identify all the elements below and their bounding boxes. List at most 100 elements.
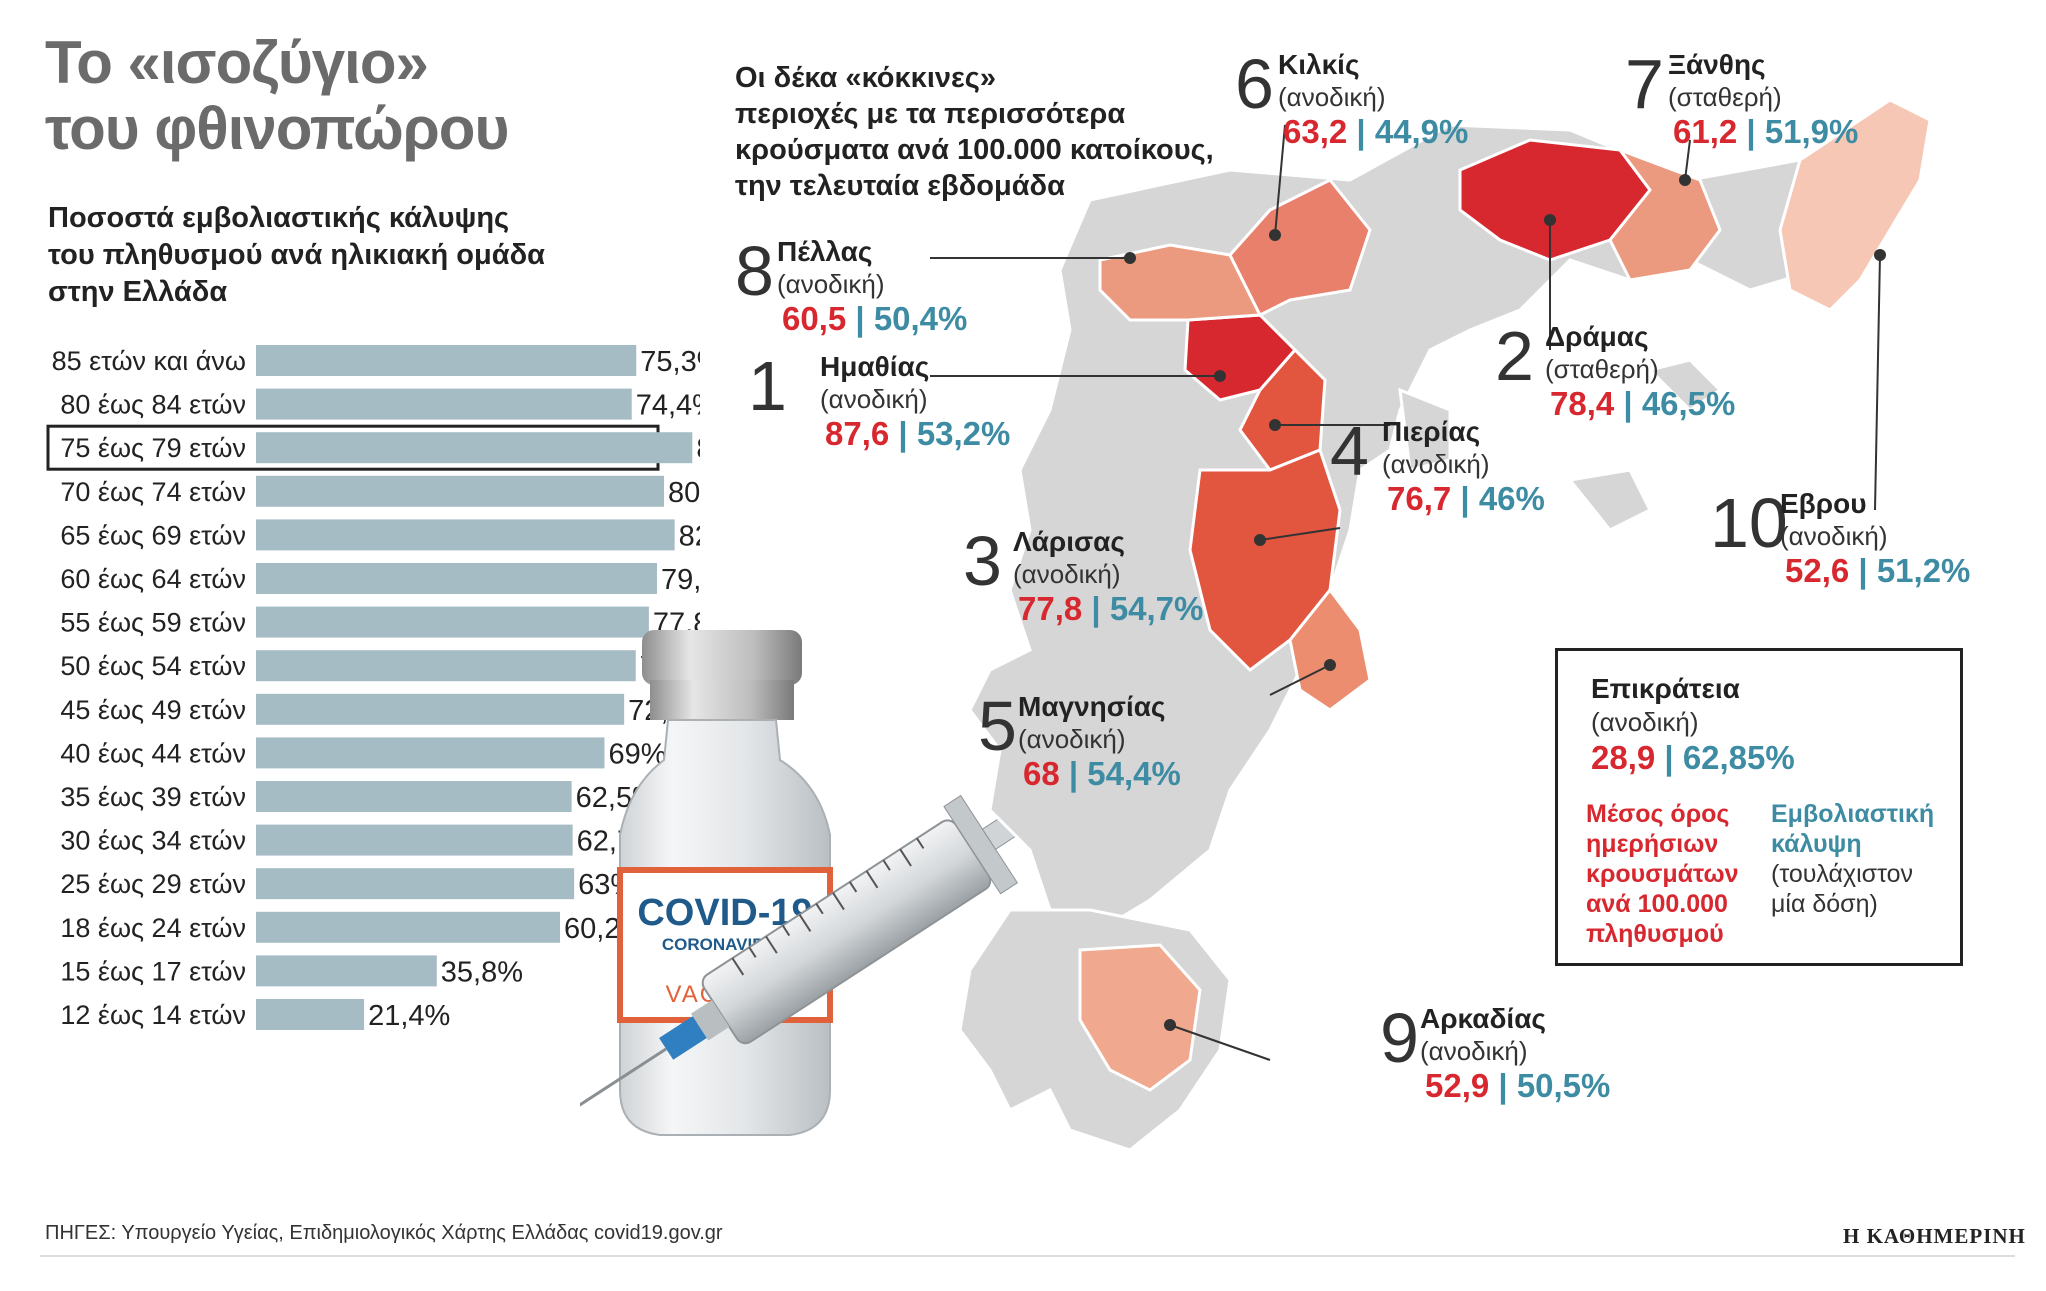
bar xyxy=(256,475,665,507)
region-rank: 2 xyxy=(1495,317,1534,395)
region-cases: 78,4 xyxy=(1550,385,1615,422)
region-rank: 5 xyxy=(978,687,1017,765)
region-trend: (ανοδική) xyxy=(820,384,928,414)
region-coverage: 44,9% xyxy=(1374,113,1469,150)
bar xyxy=(256,519,675,551)
region-coverage: 54,7% xyxy=(1109,590,1204,627)
region-arkadia xyxy=(1078,943,1202,1092)
leader-lines xyxy=(930,124,1886,1061)
region-values: 87,6 | 53,2% xyxy=(825,415,1011,452)
map-title-line-4: την τελευταία εβδομάδα xyxy=(735,170,1065,202)
bar xyxy=(256,737,605,769)
region-values: 77,8 | 54,7% xyxy=(1018,590,1204,627)
bar-value-label: 86,4% xyxy=(696,433,700,465)
bar xyxy=(256,345,637,376)
region-name: Δράμας xyxy=(1545,321,1649,352)
bar-category-label: 15 έως 17 ετών xyxy=(60,956,246,986)
legend-coverage: 62,85% xyxy=(1682,739,1795,776)
region-coverage: 46,5% xyxy=(1641,385,1736,422)
region-rank: 6 xyxy=(1235,45,1274,123)
region-cases: 68 xyxy=(1023,755,1060,792)
bar-category-label: 45 έως 49 ετών xyxy=(60,695,246,725)
bar xyxy=(256,693,625,725)
bar xyxy=(256,563,657,594)
region-cases: 77,8 xyxy=(1018,590,1083,627)
legend-cases-label-line: ανά 100.000 xyxy=(1586,890,1728,918)
region-values: 52,6 | 51,2% xyxy=(1785,552,1971,589)
bar-category-label: 40 έως 44 ετών xyxy=(60,738,246,768)
region-cases: 63,2 xyxy=(1283,113,1348,150)
legend-box: Επικράτεια (ανοδική) 28,9 | 62,85% Μέσος… xyxy=(1555,648,1963,966)
bar xyxy=(256,824,573,856)
region-cases: 52,6 xyxy=(1785,552,1850,589)
subtitle-line-1: Ποσοστά εμβολιαστικής κάλυψης xyxy=(48,202,510,234)
region-rank: 9 xyxy=(1380,999,1419,1077)
bar xyxy=(256,650,636,682)
bar-value-label: 82,9% xyxy=(679,520,700,552)
legend-cases-label-line: πληθυσμού xyxy=(1586,920,1724,948)
legend-values: 28,9 | 62,85% xyxy=(1591,739,1795,776)
region-name: Λάρισας xyxy=(1013,526,1125,557)
map-title-line-2: περιοχές με τα περισσότερα xyxy=(735,98,1126,130)
region-xanthi xyxy=(1608,146,1722,282)
region-cases: 76,7 xyxy=(1387,480,1452,517)
legend-cases-label: Μέσος όρος ημερήσιων κρουσμάτων ανά 100.… xyxy=(1586,799,1738,949)
source-note: ΠΗΓΕΣ: Υπουργείο Υγείας, Επιδημιολογικός… xyxy=(45,1222,723,1244)
region-kilkis xyxy=(1228,178,1372,318)
region-trend: (ανοδική) xyxy=(1278,82,1386,112)
region-cases: 87,6 xyxy=(825,415,890,452)
bar xyxy=(256,781,572,812)
bar-category-label: 35 έως 39 ετών xyxy=(60,782,246,812)
region-name: Πιερίας xyxy=(1382,416,1481,447)
region-trend: (σταθερή) xyxy=(1668,82,1782,112)
region-cases: 61,2 xyxy=(1673,113,1738,150)
legend-coverage-label-line: μία δόση) xyxy=(1771,890,1878,918)
region-trend: (ανοδική) xyxy=(1780,521,1888,551)
bar-value-label: 80,8% xyxy=(668,477,700,509)
page-title: Το «ισοζύγιο» του φθινοπώρου xyxy=(45,30,509,162)
footer-divider xyxy=(40,1255,2015,1257)
region-trend: (ανοδική) xyxy=(1013,559,1121,589)
title-line-2: του φθινοπώρου xyxy=(45,95,509,162)
map-title: Οι δέκα «κόκκινες» περιοχές με τα περισσ… xyxy=(735,60,1214,204)
legend-coverage-label-line: κάλυψη xyxy=(1771,830,1862,858)
region-trend: (σταθερή) xyxy=(1545,354,1659,384)
region-pella xyxy=(1098,243,1263,322)
region-rank: 3 xyxy=(963,522,1002,600)
bar-category-label: 30 έως 34 ετών xyxy=(60,826,246,856)
bar xyxy=(256,955,437,987)
bar-category-label: 65 έως 69 ετών xyxy=(60,520,246,550)
region-trend: (ανοδική) xyxy=(1382,449,1490,479)
region-magnisia xyxy=(1288,587,1372,712)
region-rank: 1 xyxy=(748,347,787,425)
region-values: 61,2 | 51,9% xyxy=(1673,113,1859,150)
region-rank: 4 xyxy=(1330,412,1369,490)
bar-value-label: 74,4% xyxy=(636,390,700,422)
legend-coverage-label-line: (τουλάχιστον xyxy=(1771,860,1914,888)
region-values: 76,7 | 46% xyxy=(1387,480,1545,517)
region-values: 78,4 | 46,5% xyxy=(1550,385,1736,422)
bar-category-label: 25 έως 29 ετών xyxy=(60,869,246,899)
region-name: Μαγνησίας xyxy=(1018,691,1166,722)
region-rank: 10 xyxy=(1710,484,1788,562)
bar-category-label: 85 ετών και άνω xyxy=(52,346,246,376)
region-name: Ημαθίας xyxy=(820,351,930,382)
legend-cases-label-line: Μέσος όρος xyxy=(1586,800,1730,828)
bar xyxy=(256,999,365,1030)
bar-category-label: 70 έως 74 ετών xyxy=(60,477,246,507)
region-coverage: 54,4% xyxy=(1087,755,1181,792)
bar-category-label: 18 έως 24 ετών xyxy=(60,913,246,943)
region-trend: (ανοδική) xyxy=(1018,724,1126,754)
bar-value-label: 21,4% xyxy=(368,1000,450,1032)
region-coverage: 50,4% xyxy=(873,300,968,337)
bar-category-label: 55 έως 59 ετών xyxy=(60,608,246,638)
greece-map xyxy=(930,98,1932,1152)
subtitle-line-2: του πληθυσμού ανά ηλικιακή ομάδα xyxy=(48,239,545,271)
region-rank: 8 xyxy=(735,232,774,310)
region-values: 60,5 | 50,4% xyxy=(782,300,968,337)
vaccine-illustration: COVID-19 CORONAVIRUS VACCINE xyxy=(580,630,1120,1136)
region-rank: 7 xyxy=(1625,45,1664,123)
region-coverage: 51,9% xyxy=(1764,113,1859,150)
region-name: Πέλλας xyxy=(777,236,873,267)
legend-trend: (ανοδική) xyxy=(1591,707,1699,737)
